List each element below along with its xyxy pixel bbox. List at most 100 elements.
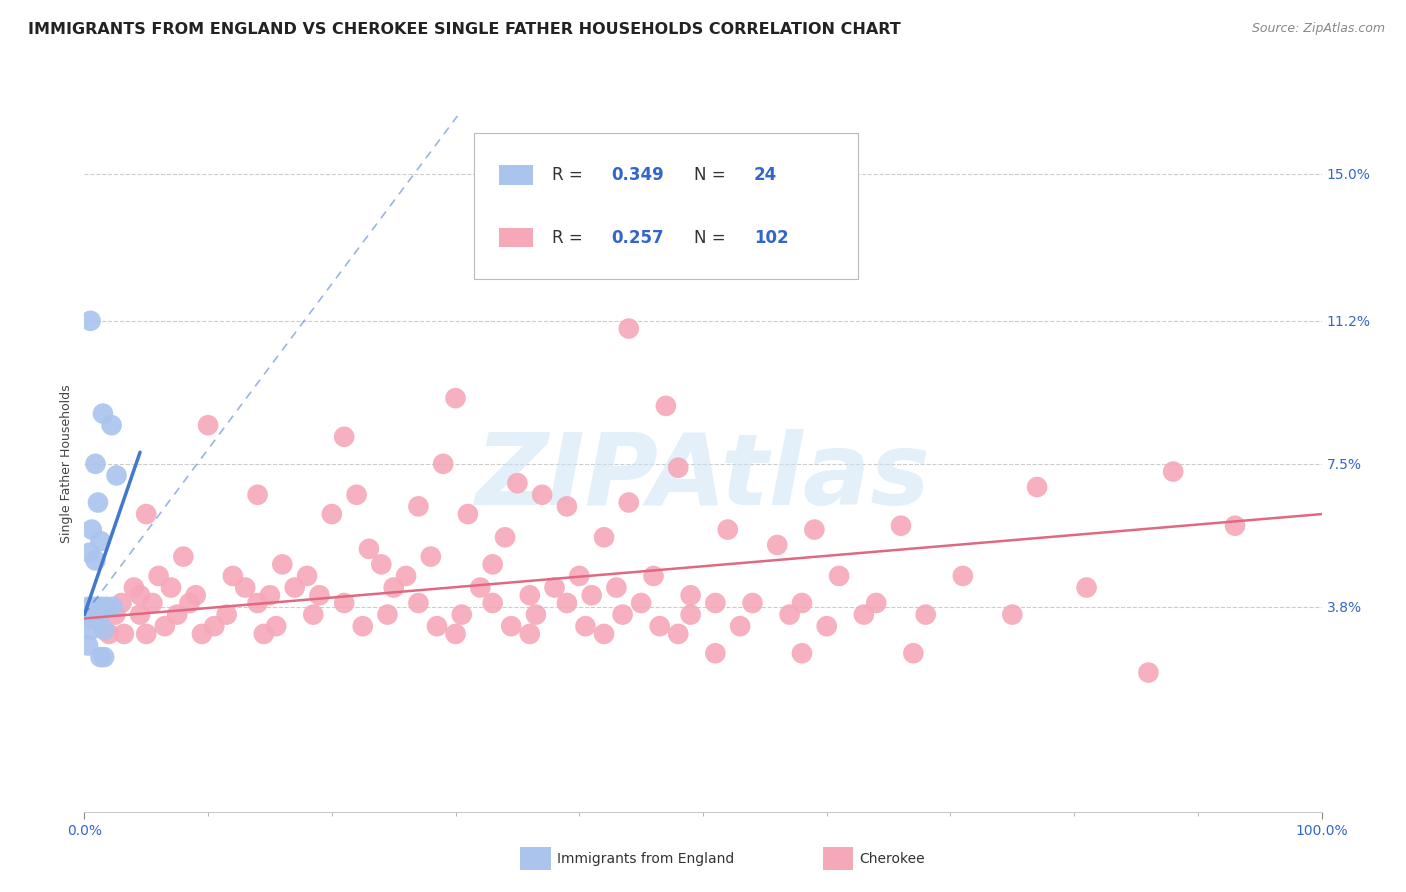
Point (666, 460, 689, 475)
Point (87, 611, 110, 625)
Point (828, 569, 851, 583)
Point (444, 627, 467, 641)
Point (184, 588, 207, 602)
Point (1223, 518, 1246, 533)
Point (704, 596, 727, 610)
Point (432, 457, 454, 471)
Point (166, 607, 188, 622)
Point (222, 569, 245, 583)
Text: 0.349: 0.349 (612, 166, 664, 184)
Point (655, 399, 678, 413)
Point (519, 627, 541, 641)
Point (679, 588, 702, 602)
Point (444, 391, 467, 405)
Point (419, 549, 441, 564)
Point (191, 627, 214, 641)
Point (1076, 581, 1098, 595)
Point (122, 581, 145, 595)
Point (82, 611, 104, 625)
Point (457, 507, 479, 521)
Point (779, 607, 801, 622)
Point (704, 646, 727, 660)
Point (666, 627, 689, 641)
Text: Immigrants from England: Immigrants from England (557, 852, 734, 866)
Point (93, 650, 115, 665)
Point (1001, 607, 1024, 622)
Point (141, 596, 163, 610)
Point (617, 495, 640, 509)
Text: Cherokee: Cherokee (859, 852, 925, 866)
Point (524, 607, 547, 622)
Text: 0.257: 0.257 (612, 228, 664, 247)
Point (246, 596, 269, 610)
Point (202, 619, 225, 633)
Point (470, 581, 492, 595)
Point (481, 596, 503, 610)
Point (593, 530, 616, 544)
Point (790, 596, 813, 610)
Point (98, 627, 121, 641)
Point (135, 507, 157, 521)
Point (865, 596, 887, 610)
Point (105, 468, 128, 483)
Point (952, 569, 974, 583)
Point (77, 639, 100, 653)
Point (91, 407, 114, 421)
Point (179, 596, 201, 610)
Point (172, 549, 194, 564)
Point (321, 507, 343, 521)
Point (617, 321, 640, 335)
Point (112, 627, 135, 641)
Point (129, 607, 152, 622)
Text: R =: R = (553, 228, 588, 247)
Point (1026, 480, 1049, 494)
Point (271, 558, 294, 572)
Point (382, 581, 405, 595)
Point (581, 588, 603, 602)
Point (568, 569, 591, 583)
Point (506, 476, 529, 491)
Point (426, 619, 449, 633)
Point (96, 599, 118, 614)
Point (295, 569, 318, 583)
Point (481, 558, 503, 572)
Point (408, 500, 430, 514)
Point (129, 588, 152, 602)
Point (79, 611, 101, 625)
Point (264, 619, 287, 633)
Point (135, 627, 157, 641)
Point (253, 627, 276, 641)
Point (77, 599, 100, 614)
Text: Source: ZipAtlas.com: Source: ZipAtlas.com (1251, 22, 1385, 36)
Point (593, 627, 616, 641)
Point (93, 623, 115, 637)
Point (110, 596, 132, 610)
Text: ZIPAtlas: ZIPAtlas (475, 429, 931, 526)
Point (357, 541, 380, 556)
Point (531, 488, 554, 502)
Point (90, 599, 112, 614)
Point (543, 581, 565, 595)
Text: 102: 102 (754, 228, 789, 247)
Point (501, 619, 523, 633)
Point (370, 558, 392, 572)
Point (79, 546, 101, 560)
Point (890, 518, 912, 533)
Text: 24: 24 (754, 166, 778, 184)
Point (1137, 665, 1160, 680)
Point (630, 596, 652, 610)
Point (259, 588, 281, 602)
Point (80, 599, 103, 614)
Point (395, 569, 418, 583)
Point (87, 495, 110, 509)
Point (914, 607, 936, 622)
FancyBboxPatch shape (499, 165, 533, 185)
Point (450, 607, 472, 622)
Point (104, 607, 127, 622)
FancyBboxPatch shape (474, 133, 858, 279)
Point (333, 596, 356, 610)
Point (89, 650, 111, 665)
Point (852, 607, 875, 622)
Point (148, 569, 170, 583)
Point (84, 457, 107, 471)
